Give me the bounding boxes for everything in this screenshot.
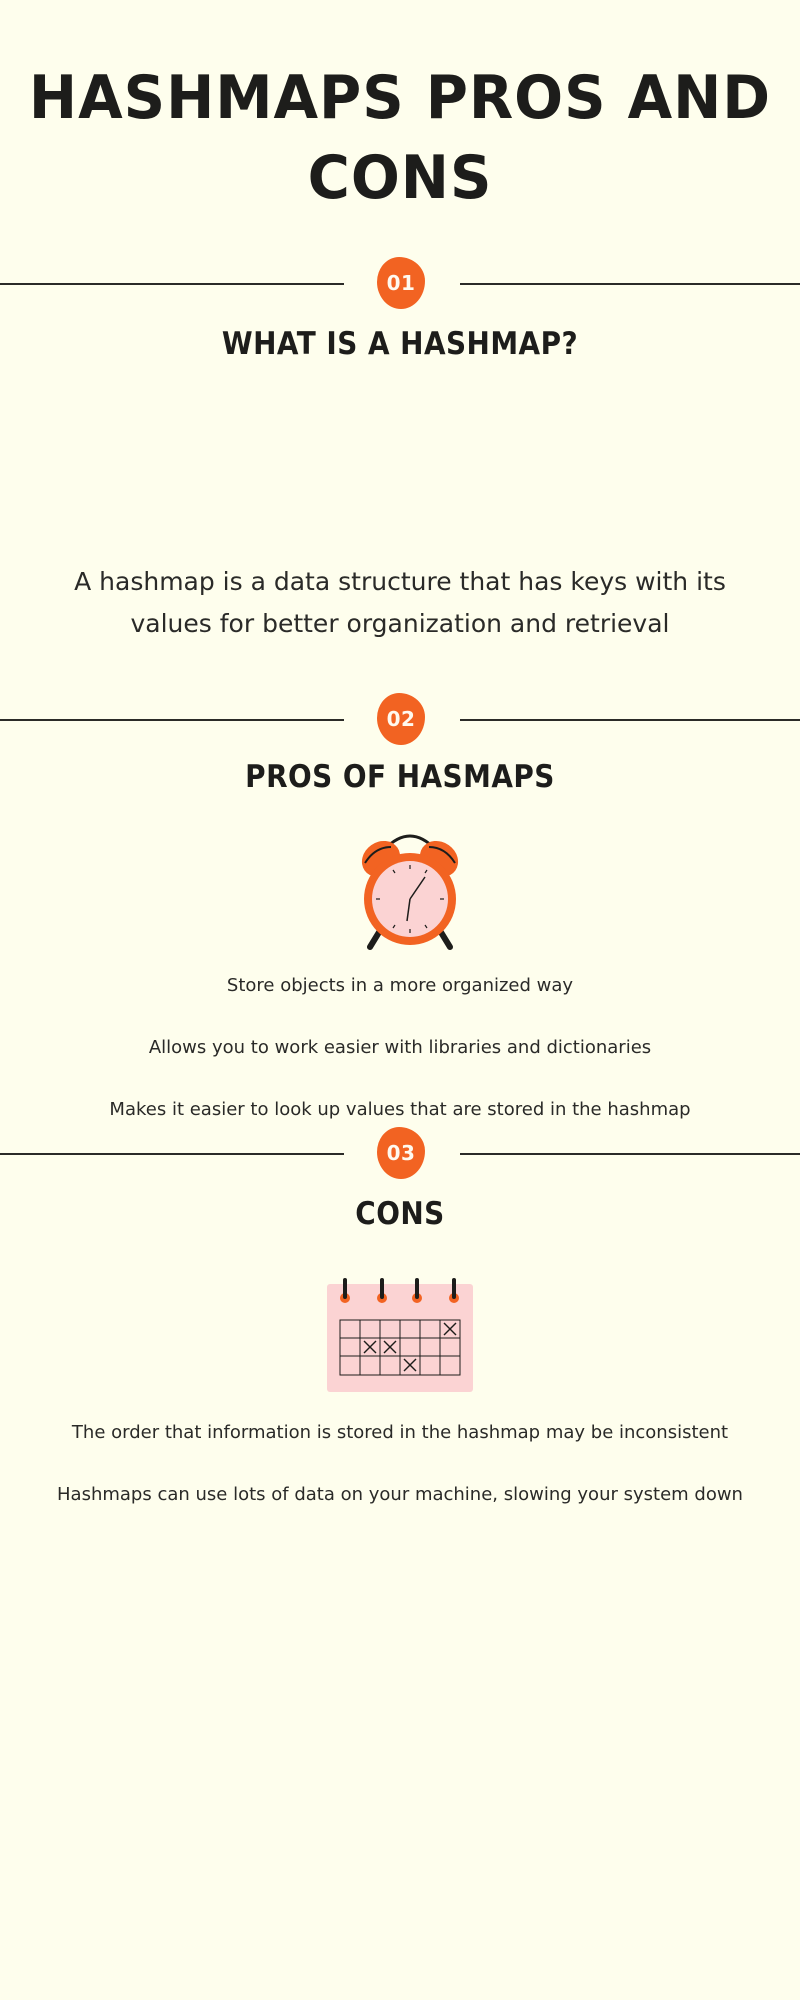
section-divider-01: 01 [0, 254, 800, 314]
section-divider-03: 03 [0, 1124, 800, 1184]
alarm-clock-icon [361, 834, 459, 950]
page-title: HASHMAPS PROS AND CONS [16, 58, 784, 218]
pros-list-item: Makes it easier to look up values that a… [109, 1099, 691, 1120]
section-heading-what-is: WHAT IS A HASHMAP? [221, 326, 579, 362]
pros-list-item: Allows you to work easier with libraries… [148, 1037, 652, 1058]
page-title-line-1: HASHMAPS PROS AND [28, 63, 772, 133]
cons-list-item: The order that information is stored in … [71, 1422, 729, 1443]
section-number-badge: 01 [377, 257, 425, 309]
section-heading-pros: PROS OF HASMAPS [245, 759, 555, 795]
divider-rule-left [0, 1153, 344, 1155]
section-divider-02: 02 [0, 690, 800, 750]
section-number-badge: 03 [377, 1127, 425, 1179]
page-title-line-2: CONS [307, 143, 493, 213]
cons-list-item: Hashmaps can use lots of data on your ma… [57, 1484, 743, 1505]
divider-rule-right [460, 283, 800, 285]
hashmap-definition-text: A hashmap is a data structure that has k… [74, 567, 726, 638]
section-heading-cons: CONS [355, 1196, 445, 1232]
divider-rule-left [0, 283, 344, 285]
calendar-icon [327, 1278, 473, 1392]
divider-rule-right [460, 719, 800, 721]
divider-rule-right [460, 1153, 800, 1155]
section-number-badge: 02 [377, 693, 425, 745]
pros-list-item: Store objects in a more organized way [226, 975, 574, 996]
divider-rule-left [0, 719, 344, 721]
